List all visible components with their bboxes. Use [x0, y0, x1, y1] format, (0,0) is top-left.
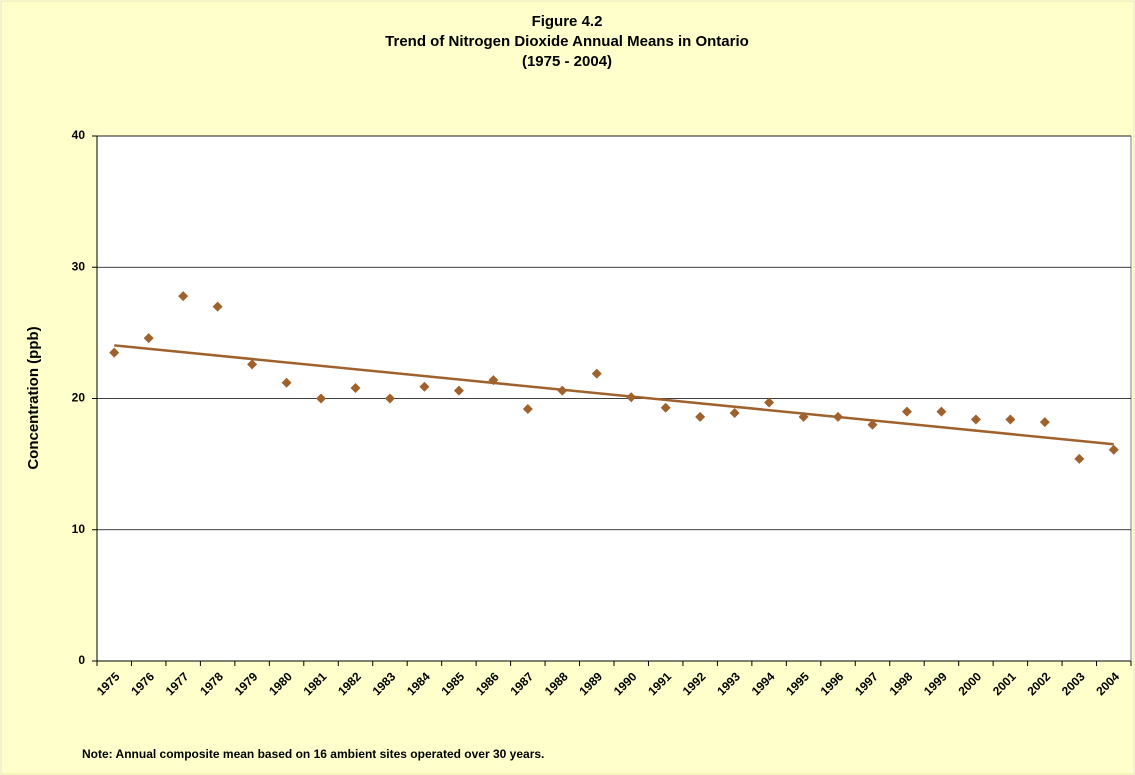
marker — [798, 411, 809, 422]
marker — [557, 385, 568, 396]
marker — [419, 381, 430, 392]
marker — [970, 414, 981, 425]
chart-title: Figure 4.2 — [532, 13, 603, 30]
y-tick-label: 0 — [78, 653, 85, 667]
marker — [626, 392, 637, 403]
marker — [1039, 417, 1050, 428]
marker — [764, 397, 775, 408]
y-tick-label: 10 — [72, 522, 86, 536]
marker — [522, 404, 533, 414]
marker — [453, 385, 464, 396]
marker — [660, 402, 671, 413]
marker — [350, 383, 361, 393]
marker — [729, 407, 740, 418]
marker — [247, 359, 258, 370]
marker — [109, 347, 120, 358]
marker — [1074, 453, 1085, 464]
marker — [384, 393, 395, 404]
marker — [936, 406, 947, 417]
y-tick-label: 20 — [72, 391, 86, 405]
marker — [901, 406, 912, 417]
marker — [833, 411, 844, 422]
chart-title: Trend of Nitrogen Dioxide Annual Means i… — [385, 33, 749, 50]
trendline — [114, 344, 1114, 446]
note: Note: Annual composite mean based on 16 … — [82, 747, 544, 761]
marker — [488, 375, 499, 386]
marker — [281, 377, 292, 388]
marker — [695, 411, 706, 422]
chart-title: (1975 - 2004) — [522, 53, 612, 70]
marker — [178, 291, 189, 302]
y-axis-label: Concentration (ppb) — [25, 326, 42, 469]
marker — [143, 333, 154, 344]
y-tick-label: 30 — [72, 259, 86, 273]
marker — [591, 368, 602, 379]
marker — [1108, 444, 1119, 455]
marker — [1005, 414, 1016, 425]
marker — [316, 393, 327, 404]
y-tick-label: 40 — [72, 128, 86, 142]
marker — [867, 419, 878, 430]
marker — [212, 301, 223, 312]
